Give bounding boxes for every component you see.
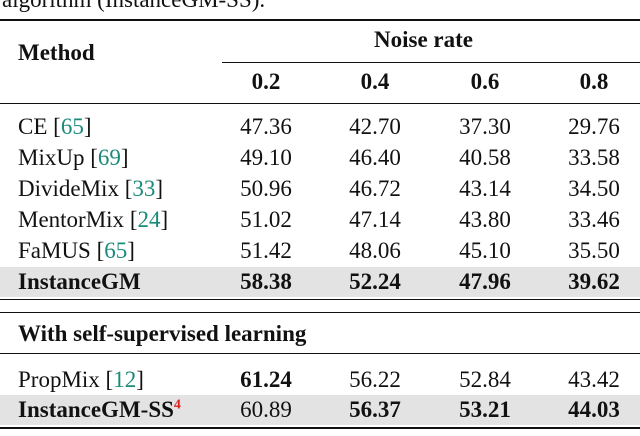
method-name: PropMix xyxy=(18,367,100,392)
column-header: 0.2 xyxy=(251,69,281,94)
method-name: InstanceGM-SS xyxy=(18,397,174,422)
value-cell: 47.96 xyxy=(459,269,511,294)
value-cell: 37.30 xyxy=(459,114,511,139)
method-name: FaMUS xyxy=(18,238,91,263)
bracket: [ xyxy=(105,367,114,392)
value-cell: 50.96 xyxy=(240,176,292,201)
bracket: ] xyxy=(160,207,169,232)
value-cell: 49.10 xyxy=(240,145,292,170)
column-header: 0.6 xyxy=(470,69,500,94)
value-cell: 44.03 xyxy=(568,397,620,422)
bracket: [ xyxy=(90,145,98,170)
method-cell: InstanceGM-SS4 xyxy=(18,397,181,423)
value-cell: 39.62 xyxy=(568,269,620,294)
value-cell: 46.72 xyxy=(349,176,401,201)
bracket: [ xyxy=(96,238,105,263)
value-cell: 53.21 xyxy=(459,397,511,422)
method-name: MentorMix xyxy=(18,207,125,232)
method-name: MixUp xyxy=(18,145,85,170)
value-cell: 46.40 xyxy=(349,145,401,170)
method-name: CE xyxy=(18,114,48,139)
citation: 69 xyxy=(97,145,121,170)
method-cell: CE [65] xyxy=(18,114,91,140)
value-cell: 47.36 xyxy=(240,114,292,139)
value-cell: 45.10 xyxy=(459,238,511,263)
group-header: Noise rate xyxy=(374,27,473,52)
method-name: DivideMix xyxy=(18,176,119,201)
value-cell: 40.58 xyxy=(459,145,511,170)
group-rule xyxy=(222,62,640,63)
value-cell: 43.14 xyxy=(459,176,511,201)
section-rule xyxy=(0,299,640,300)
method-cell: MentorMix [24] xyxy=(18,207,168,233)
citation: 65 xyxy=(60,114,84,139)
citation: 24 xyxy=(137,207,161,232)
section-rule xyxy=(0,353,640,354)
value-cell: 52.84 xyxy=(459,367,511,392)
method-cell: PropMix [12] xyxy=(18,367,144,393)
bracket: ] xyxy=(120,145,129,170)
row-highlight xyxy=(0,395,640,425)
value-cell: 42.70 xyxy=(349,114,401,139)
top-rule xyxy=(0,19,640,21)
column-header: 0.4 xyxy=(360,69,390,94)
bracket: [ xyxy=(53,114,61,139)
section-rule xyxy=(0,312,640,313)
value-cell: 52.24 xyxy=(349,269,401,294)
bracket: ] xyxy=(127,238,135,263)
value-cell: 29.76 xyxy=(568,114,620,139)
footnote: 4 xyxy=(173,397,181,413)
value-cell: 35.50 xyxy=(568,238,620,263)
bracket: ] xyxy=(155,176,164,201)
value-cell: 51.42 xyxy=(240,238,292,263)
value-cell: 56.22 xyxy=(349,367,401,392)
method-cell: InstanceGM xyxy=(18,269,141,295)
column-header: 0.8 xyxy=(579,69,609,94)
section-title: With self-supervised learning xyxy=(18,321,307,346)
method-cell: MixUp [69] xyxy=(18,145,129,171)
citation: 65 xyxy=(104,238,128,263)
bracket: [ xyxy=(124,176,133,201)
value-cell: 33.58 xyxy=(568,145,620,170)
value-cell: 56.37 xyxy=(349,397,401,422)
value-cell: 33.46 xyxy=(568,207,620,232)
value-cell: 34.50 xyxy=(568,176,620,201)
method-header: Method xyxy=(18,40,95,65)
bracket: ] xyxy=(83,114,92,139)
value-cell: 58.38 xyxy=(240,269,292,294)
citation: 12 xyxy=(113,367,137,392)
row-highlight xyxy=(0,267,640,297)
value-cell: 48.06 xyxy=(349,238,401,263)
header-rule xyxy=(0,103,640,104)
caption: algorithm (InstanceGM-SS). xyxy=(2,0,265,13)
method-cell: FaMUS [65] xyxy=(18,238,135,264)
value-cell: 51.02 xyxy=(240,207,292,232)
method-name: InstanceGM xyxy=(18,269,141,294)
bracket: [ xyxy=(129,207,138,232)
value-cell: 61.24 xyxy=(240,367,292,392)
citation: 33 xyxy=(132,176,156,201)
value-cell: 43.42 xyxy=(568,367,620,392)
value-cell: 43.80 xyxy=(459,207,511,232)
bottom-rule xyxy=(0,427,640,429)
method-cell: DivideMix [33] xyxy=(18,176,163,202)
value-cell: 47.14 xyxy=(349,207,401,232)
bracket: ] xyxy=(136,367,144,392)
value-cell: 60.89 xyxy=(240,397,292,422)
